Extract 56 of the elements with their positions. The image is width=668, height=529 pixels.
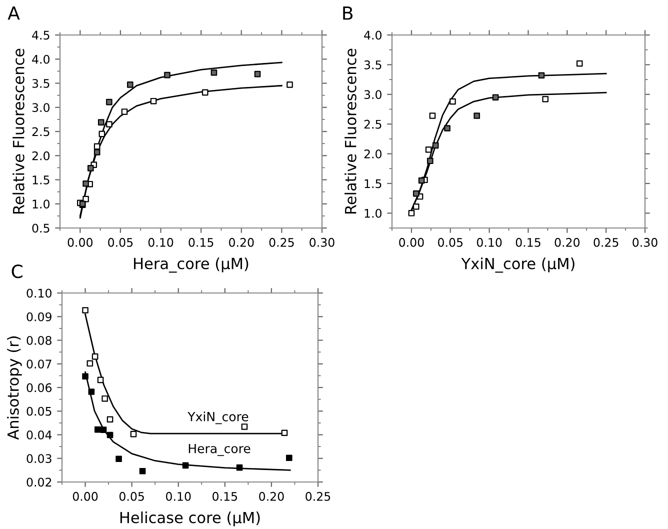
chart-title: A: [8, 6, 20, 20]
x-tick-label: 0.15: [212, 492, 238, 501]
y-tick-label: 0.09: [26, 312, 52, 322]
y-tick-label: 0.06: [26, 383, 52, 392]
y-tick-label: 2.0: [32, 151, 50, 160]
y-tick-label: 2.5: [32, 127, 50, 136]
y-tick-label: 3.0: [364, 90, 382, 100]
y-tick-label: 0.08: [26, 336, 52, 345]
x-tick-label: 0.25: [269, 238, 294, 247]
x-tick-label: 0.10: [166, 492, 191, 501]
y-axis-title: Relative Fluorescence: [12, 48, 24, 214]
annotation: Hera_core: [188, 444, 250, 456]
x-tick-label: 0.10: [148, 238, 174, 247]
y-tick-label: 3.5: [32, 78, 50, 88]
x-tick-label: 0.25: [306, 492, 330, 501]
x-axis-title: Helicase core (µM): [120, 511, 260, 526]
x-tick-label: 0.10: [476, 238, 502, 247]
y-tick-label: 4.0: [32, 54, 50, 64]
x-tick-label: 0.20: [554, 238, 580, 247]
x-tick-label: 0.05: [119, 492, 144, 501]
y-tick-label: 2.5: [364, 120, 382, 129]
x-tick-label: 0.20: [229, 238, 254, 247]
x-tick-label: 0.20: [259, 492, 284, 501]
y-tick-label: 0.03: [26, 454, 52, 464]
y-tick-label: 1.0: [364, 208, 382, 218]
y-tick-label: 1.5: [32, 176, 50, 184]
x-tick-label: 0.25: [594, 238, 618, 247]
y-tick-label: 2.0: [364, 149, 382, 158]
x-tick-label: 0.05: [438, 238, 462, 247]
y-tick-label: 1.5: [364, 179, 382, 188]
x-tick-label: 0.00: [68, 238, 93, 247]
chart-title: B: [343, 6, 353, 20]
y-tick-label: 0.02: [26, 478, 52, 487]
y-axis-title: Anisotropy (r): [7, 336, 22, 440]
y-tick-label: 0.05: [26, 406, 52, 416]
x-tick-label: 0.30: [632, 238, 658, 247]
chart-title: C: [12, 264, 22, 278]
x-tick-label: 0.15: [516, 238, 540, 247]
y-tick-label: 0.07: [26, 360, 52, 369]
y-tick-label: 4.0: [364, 30, 382, 40]
x-tick-label: 0.15: [188, 238, 214, 247]
y-tick-label: 0.10: [26, 288, 52, 298]
x-tick-label: 0.05: [108, 238, 133, 247]
x-tick-label: 0.00: [72, 492, 98, 501]
y-tick-label: 3.5: [364, 60, 382, 70]
x-tick-label: 0.00: [399, 238, 424, 247]
y-tick-label: 3.0: [32, 103, 50, 112]
y-tick-label: 4.5: [32, 30, 50, 40]
annotation: YxiN_core: [188, 412, 248, 424]
x-axis-title: YxiN_core (µM): [461, 257, 574, 273]
y-tick-label: 0.04: [26, 430, 52, 440]
x-axis-title: Hera_core (µM): [134, 257, 248, 273]
y-tick-label: 0.5: [32, 224, 50, 233]
y-axis-title: Relative Fluorescence: [344, 48, 356, 214]
y-tick-label: 1.0: [32, 200, 50, 209]
x-tick-label: 0.30: [310, 238, 334, 247]
